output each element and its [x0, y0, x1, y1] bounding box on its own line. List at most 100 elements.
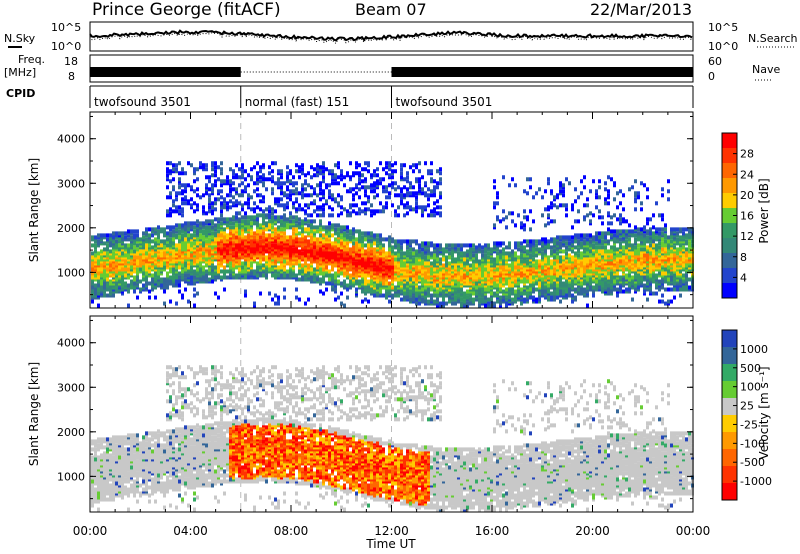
power-cell	[157, 235, 160, 240]
power-cell	[352, 173, 355, 178]
power-cell	[526, 277, 529, 282]
power-cell	[145, 283, 148, 288]
power-cell	[211, 161, 214, 166]
power-cell	[223, 219, 226, 224]
power-cell	[241, 223, 244, 228]
noise-sky-trace	[89, 29, 693, 42]
power-cell	[91, 291, 94, 296]
power-cell	[211, 185, 214, 190]
power-cell	[310, 237, 313, 242]
power-cell	[250, 239, 253, 244]
power-cell	[301, 229, 304, 234]
power-cell	[193, 287, 196, 292]
power-cell	[265, 265, 268, 270]
power-cell	[379, 161, 382, 166]
power-cell	[397, 257, 400, 262]
power-cell	[556, 261, 559, 266]
power-cell	[538, 265, 541, 270]
power-cell	[133, 249, 136, 254]
power-cell	[547, 287, 550, 292]
power-cell	[412, 299, 415, 304]
power-cell	[271, 215, 274, 220]
power-cell	[562, 183, 565, 188]
power-cell	[565, 241, 568, 246]
power-cell	[307, 297, 310, 302]
power-cell	[181, 229, 184, 234]
power-cell	[322, 263, 325, 268]
power-cell	[484, 245, 487, 250]
power-cell	[127, 243, 130, 248]
power-cell	[403, 163, 406, 168]
power-cell	[229, 219, 232, 224]
power-cell	[511, 277, 514, 282]
power-cell	[241, 193, 244, 198]
power-cell	[115, 239, 118, 244]
power-cell	[322, 169, 325, 174]
power-cell	[214, 265, 217, 270]
power-cell	[283, 227, 286, 232]
power-cell	[103, 263, 106, 268]
power-cell	[517, 261, 520, 266]
power-cell	[223, 245, 226, 250]
power-cell	[571, 261, 574, 266]
power-cell	[550, 259, 553, 264]
power-cell	[313, 279, 316, 284]
power-cell	[565, 283, 568, 288]
power-cell	[571, 203, 574, 208]
power-cell	[433, 201, 436, 206]
power-cell	[439, 213, 442, 218]
power-cell	[562, 267, 565, 272]
power-cell	[502, 263, 505, 268]
power-cell	[559, 247, 562, 252]
power-cell	[502, 271, 505, 276]
power-cell	[253, 165, 256, 170]
power-cell	[286, 177, 289, 182]
power-cell	[496, 273, 499, 278]
power-cell	[268, 255, 271, 260]
power-cell	[289, 257, 292, 262]
power-cell	[484, 273, 487, 278]
power-cell	[334, 273, 337, 278]
power-cell	[106, 255, 109, 260]
power-cell	[424, 161, 427, 166]
power-cell	[208, 249, 211, 254]
power-cell	[367, 269, 370, 274]
power-cell	[418, 295, 421, 300]
power-cell	[175, 235, 178, 240]
power-cell	[316, 241, 319, 246]
power-cell	[244, 177, 247, 182]
power-cell	[364, 259, 367, 264]
power-cell	[517, 255, 520, 260]
power-cell	[271, 207, 274, 212]
power-cell	[559, 203, 562, 208]
power-cell	[334, 247, 337, 252]
power-cell	[430, 267, 433, 272]
power-cell	[298, 175, 301, 180]
nave-tick-top: 60	[708, 55, 722, 68]
power-cell	[574, 187, 577, 192]
power-cell	[553, 285, 556, 290]
power-cell	[541, 275, 544, 280]
power-cell	[424, 255, 427, 260]
power-cell	[511, 297, 514, 302]
power-cell	[178, 259, 181, 264]
power-cell	[394, 161, 397, 166]
power-cell	[460, 289, 463, 294]
power-cell	[313, 267, 316, 272]
power-cell	[496, 257, 499, 262]
power-cell	[388, 253, 391, 258]
power-cell	[289, 223, 292, 228]
power-cell	[328, 281, 331, 286]
power-cell	[109, 253, 112, 258]
power-cell	[124, 261, 127, 266]
power-cell	[172, 253, 175, 258]
power-cell	[232, 257, 235, 262]
power-cell	[202, 163, 205, 168]
power-cell	[331, 225, 334, 230]
power-cell	[382, 243, 385, 248]
power-cell	[217, 255, 220, 260]
power-cell	[259, 241, 262, 246]
power-cell	[370, 291, 373, 296]
power-cell	[424, 261, 427, 266]
power-cell	[445, 279, 448, 284]
